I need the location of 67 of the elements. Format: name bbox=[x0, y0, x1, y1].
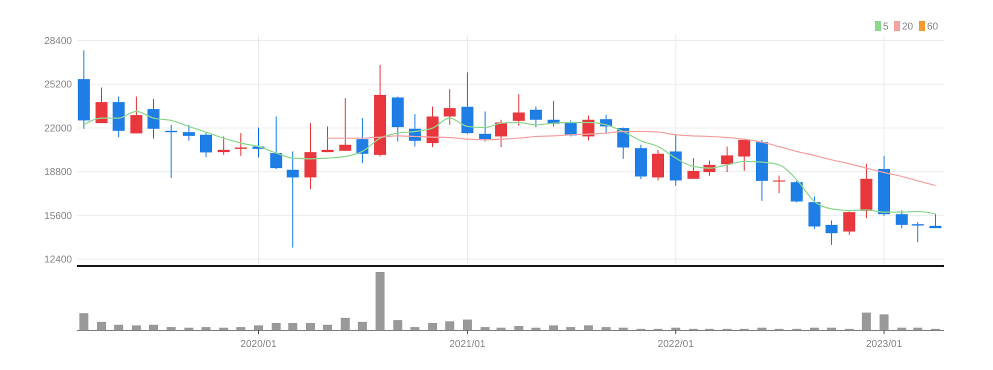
legend-label: 5 bbox=[883, 22, 889, 32]
candlestick bbox=[234, 132, 247, 156]
candlestick bbox=[738, 139, 750, 172]
bar bbox=[445, 321, 454, 330]
bar bbox=[201, 327, 210, 330]
candlestick bbox=[444, 88, 456, 126]
y-tick-label: 18800 bbox=[44, 167, 72, 178]
candlestick bbox=[147, 98, 160, 140]
x-tick-label: 2020/01 bbox=[240, 339, 278, 350]
candlestick bbox=[356, 118, 368, 164]
y-tick-label: 12400 bbox=[44, 254, 72, 266]
x-tick-label: 2022/01 bbox=[658, 339, 694, 350]
y-tick-label: 25200 bbox=[44, 80, 72, 91]
bar bbox=[514, 326, 524, 330]
bar bbox=[376, 272, 385, 330]
candlestick bbox=[286, 150, 299, 248]
bar bbox=[602, 327, 611, 330]
candlestick bbox=[479, 110, 492, 142]
candlestick bbox=[687, 158, 700, 180]
x-tick-label: 2023/01 bbox=[866, 339, 903, 350]
y-tick-label: 15600 bbox=[44, 210, 72, 222]
bar bbox=[480, 327, 490, 330]
x-tick-label: 2021/01 bbox=[449, 339, 486, 350]
candlestick bbox=[790, 180, 803, 203]
candlestick bbox=[773, 175, 786, 194]
bar bbox=[114, 324, 124, 330]
candlestick bbox=[495, 119, 508, 148]
bar bbox=[288, 323, 298, 330]
legend-label: 20 bbox=[902, 22, 914, 32]
candlestick bbox=[130, 96, 142, 134]
bar bbox=[393, 320, 402, 330]
bar bbox=[148, 324, 158, 330]
candlestick bbox=[826, 220, 838, 246]
bar bbox=[236, 327, 246, 330]
candlestick bbox=[896, 210, 908, 229]
bar bbox=[166, 327, 176, 330]
bar bbox=[566, 327, 576, 330]
candlestick bbox=[530, 106, 542, 128]
bar bbox=[254, 325, 264, 330]
bar bbox=[358, 322, 367, 330]
candlestick bbox=[270, 116, 282, 170]
bar bbox=[584, 325, 593, 330]
bar bbox=[79, 313, 88, 330]
bar bbox=[428, 323, 438, 330]
candlestick bbox=[200, 132, 212, 158]
bar bbox=[410, 327, 420, 330]
bar bbox=[462, 320, 472, 330]
candlestick bbox=[721, 146, 734, 173]
bar bbox=[306, 323, 315, 330]
bar bbox=[549, 325, 558, 330]
candlestick bbox=[339, 98, 352, 152]
bar bbox=[323, 324, 332, 330]
candlestick bbox=[912, 222, 924, 243]
candlestick bbox=[96, 86, 108, 124]
candlestick bbox=[843, 210, 856, 236]
bar bbox=[97, 322, 106, 330]
bar bbox=[272, 323, 281, 330]
y-tick-label: 28400 bbox=[44, 36, 72, 47]
candlestick bbox=[652, 149, 664, 181]
bar bbox=[340, 318, 350, 330]
y-tick-label: 22000 bbox=[44, 123, 72, 134]
legend-label: 60 bbox=[927, 22, 939, 32]
bar bbox=[132, 325, 141, 330]
bar bbox=[880, 314, 889, 330]
candlestick bbox=[512, 94, 525, 126]
candlestick bbox=[182, 124, 195, 142]
bar bbox=[862, 312, 871, 330]
